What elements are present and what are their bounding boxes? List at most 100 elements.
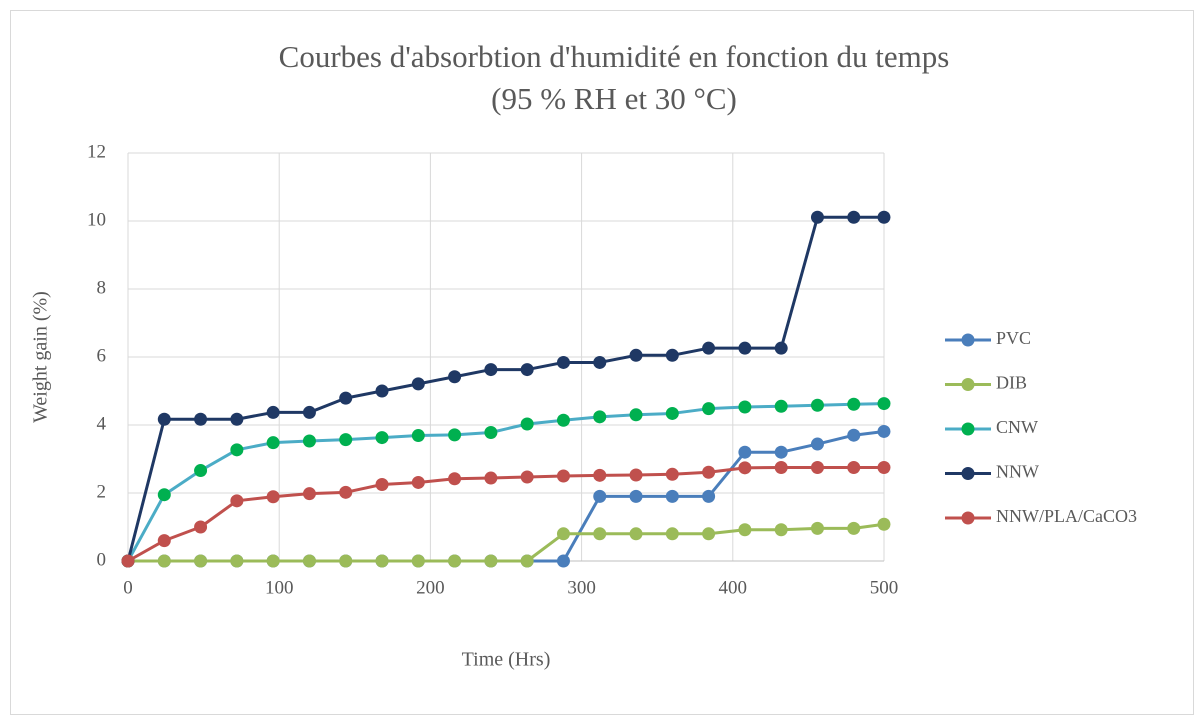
x-tick-label: 500 [870,577,899,598]
y-tick-label: 10 [87,209,106,230]
data-point [774,445,788,459]
data-point [194,464,208,478]
legend-label: NNW/PLA/CaCO3 [996,506,1137,526]
data-point [629,489,643,503]
data-point [411,429,425,443]
data-point [593,527,607,541]
data-point [810,437,824,451]
data-point [375,478,389,491]
data-point [339,433,353,447]
data-point [774,461,788,474]
data-point [629,348,643,362]
data-point [230,554,244,568]
data-point [556,469,570,483]
legend-label: NNW [996,462,1039,482]
data-point [774,341,788,355]
data-point [484,471,498,485]
data-point [556,413,570,427]
x-tick-label: 100 [265,577,294,598]
data-point [877,461,891,474]
data-point [702,465,716,479]
data-point [702,341,716,355]
data-point [665,406,679,420]
x-tick-label: 0 [123,577,133,598]
data-point [665,527,679,541]
y-tick-label: 0 [97,549,107,570]
y-tick-label: 6 [97,345,107,366]
x-axis-title: Time (Hrs) [462,649,551,671]
data-point [448,472,462,486]
data-point [877,210,891,224]
data-point [266,490,280,504]
data-point [774,399,788,413]
data-point [339,485,353,499]
data-point [847,461,861,474]
data-point [629,408,643,422]
data-point [266,405,280,419]
data-point [774,523,788,537]
data-point [411,377,425,391]
legend-marker [961,467,975,480]
series-line [128,522,885,563]
data-point [194,520,208,534]
data-point [520,470,534,484]
data-point [520,554,534,568]
y-tick-label: 4 [97,413,107,434]
data-point [411,475,425,489]
legend-marker [961,378,975,391]
data-point [738,445,752,459]
data-point [194,554,208,568]
data-point [448,428,462,442]
data-point [230,443,244,457]
data-point [339,391,353,405]
data-point [665,467,679,481]
data-point [738,523,752,537]
series-line [126,215,884,562]
data-point [629,527,643,541]
data-point [738,461,752,475]
chart-title: Courbes d'absorbtion d'humidité en fonct… [279,39,950,74]
data-point [520,417,534,431]
data-point [302,487,316,501]
data-point [593,355,607,369]
data-point [556,355,570,369]
data-point [877,424,891,438]
data-point [375,431,389,445]
data-point [810,521,824,535]
series-line [126,402,885,562]
data-point [847,210,861,224]
data-point [448,370,462,384]
data-point [593,468,607,482]
data-point [810,210,824,224]
data-point [448,554,462,568]
data-point [810,461,824,474]
data-point [593,410,607,424]
y-tick-label: 12 [87,141,106,162]
data-point [738,400,752,414]
legend-marker [961,422,975,436]
data-point [230,494,244,508]
data-point [847,397,861,411]
data-point [266,554,280,568]
data-point [302,405,316,419]
x-tick-label: 400 [719,577,748,598]
data-point [702,527,716,541]
data-point [629,468,643,482]
data-point [302,434,316,448]
data-point [157,534,171,548]
chart-title: (95 % RH et 30 °C) [491,81,737,116]
data-point [411,554,425,568]
data-point [738,341,752,355]
data-point [520,363,534,377]
data-point [157,554,171,568]
data-point [194,412,208,426]
data-point [266,436,280,450]
x-tick-label: 200 [416,577,445,598]
data-point [484,554,498,568]
legend-label: CNW [996,417,1038,437]
data-point [230,412,244,426]
legend-label: DIB [996,373,1027,393]
data-point [702,402,716,416]
data-point [484,425,498,439]
y-tick-label: 2 [97,481,107,502]
